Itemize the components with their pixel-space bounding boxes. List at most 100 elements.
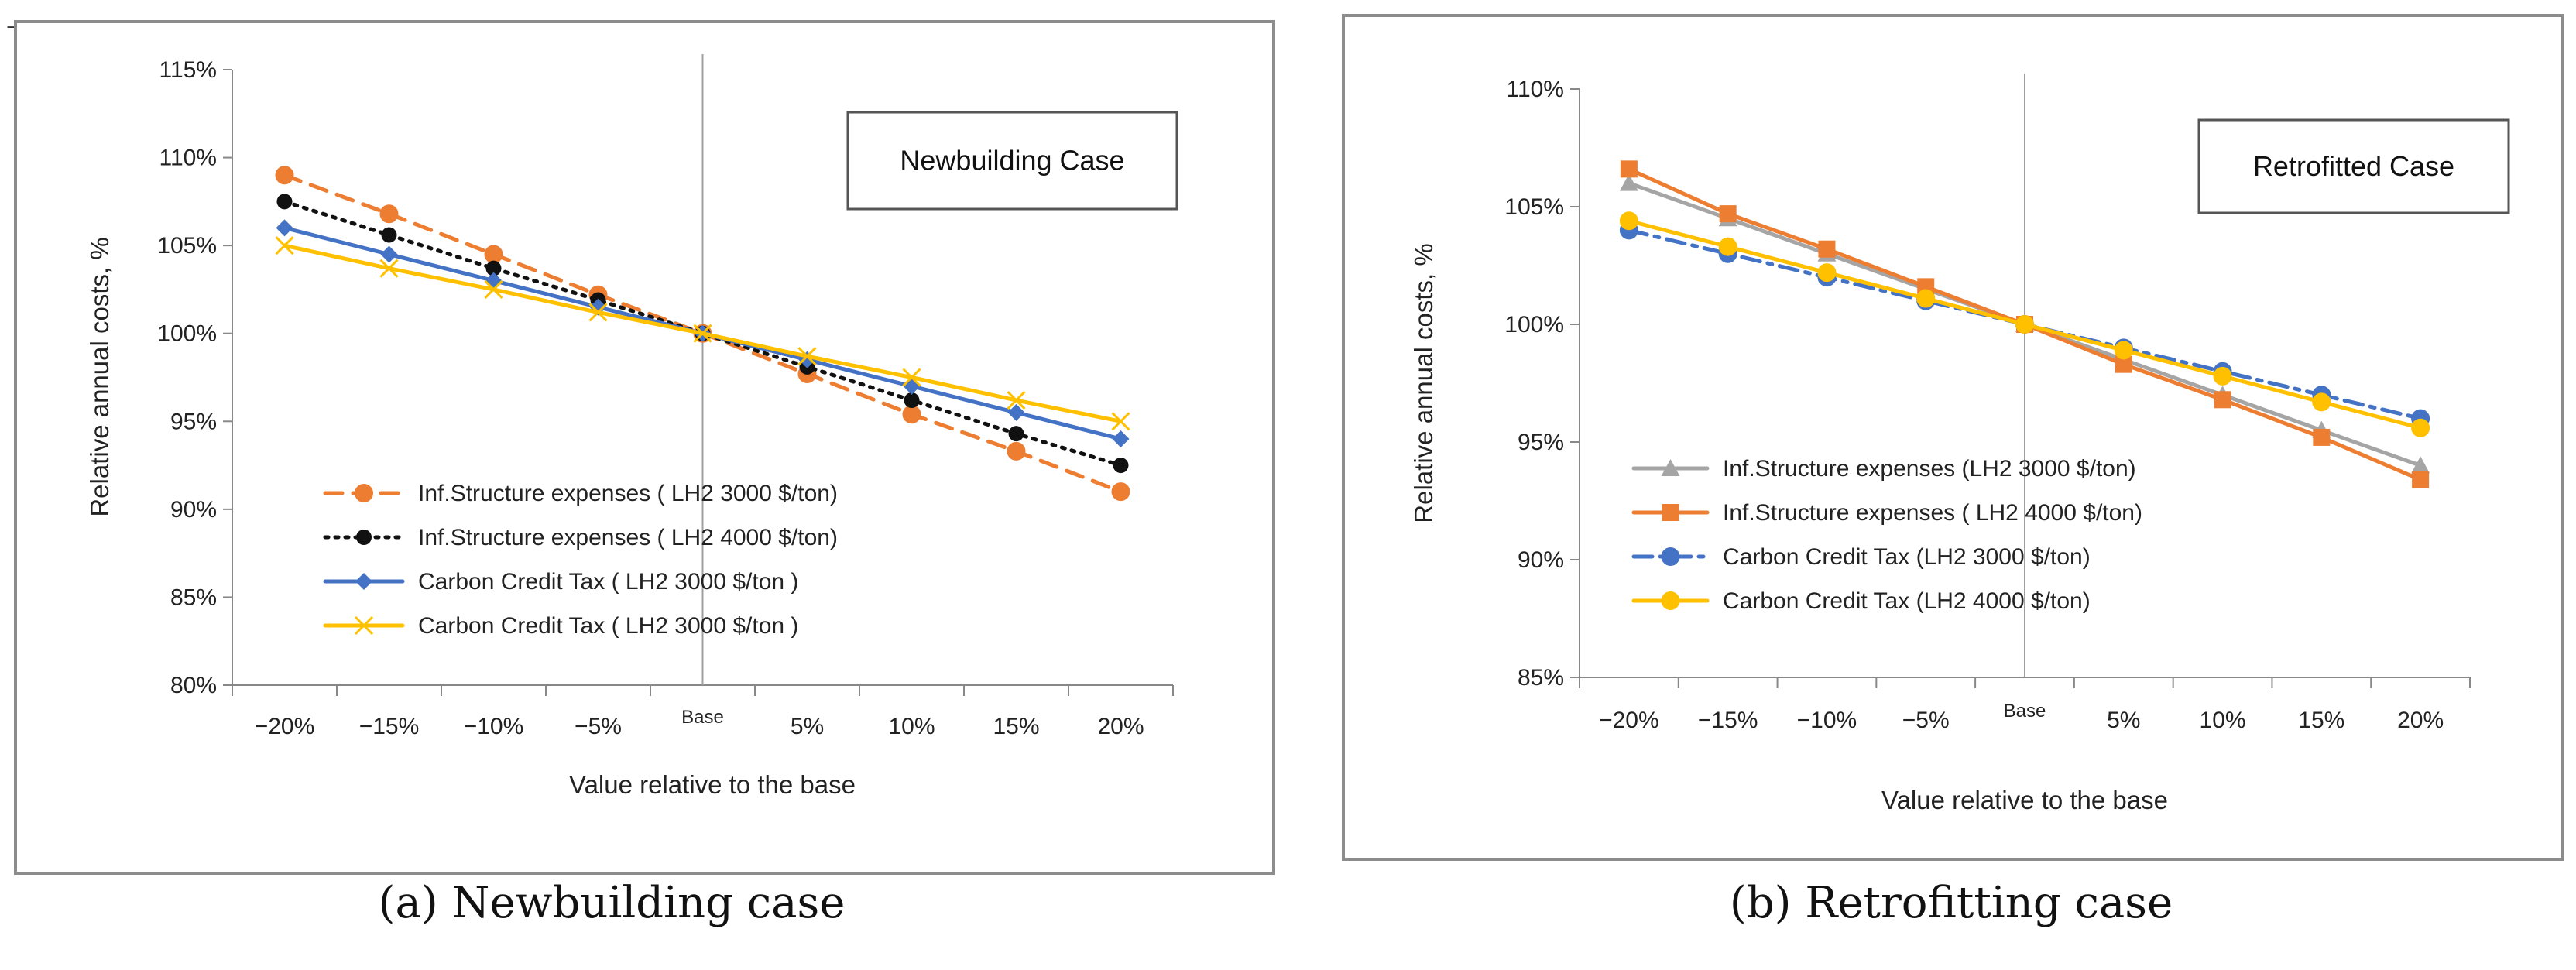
- data-point: [2312, 392, 2331, 412]
- data-point: [379, 204, 399, 224]
- data-point: [1619, 211, 1638, 231]
- data-point: [902, 368, 921, 387]
- data-point: [904, 392, 920, 409]
- y-tick-label: 90%: [1518, 547, 1564, 573]
- data-point: [356, 530, 372, 545]
- data-point: [1112, 430, 1130, 447]
- legend-label: Carbon Credit Tax (LH2 4000 $/ton): [1723, 588, 2091, 614]
- legend-item: Inf.Structure expenses (LH2 3000 $/ton): [1631, 456, 2136, 482]
- y-tick-label: 85%: [170, 584, 217, 610]
- data-point: [1007, 441, 1026, 461]
- data-point: [484, 245, 503, 264]
- y-tick-label: 100%: [1504, 312, 1564, 338]
- y-tick-label: 95%: [1518, 430, 1564, 455]
- data-point: [1718, 237, 1737, 256]
- x-tick-label: Base: [2004, 701, 2046, 722]
- data-point: [797, 347, 817, 366]
- chart-panel-retrofitting: 85% 90% 95% 100% 105% 110% −20% −15% −10% −5% Base…: [1342, 14, 2564, 861]
- data-point: [902, 405, 921, 424]
- y-axis-title: Relative annual costs, %: [1409, 243, 1438, 523]
- x-tick-label: −10%: [1797, 708, 1857, 733]
- legend-item: Inf.Structure expenses ( LH2 3000 $/ton): [323, 481, 838, 506]
- data-point: [1111, 482, 1130, 502]
- y-axis-title: Relative annual costs, %: [85, 237, 114, 516]
- x-tick-label: 15%: [993, 714, 1039, 739]
- data-point: [2115, 355, 2132, 373]
- x-axis-title: Value relative to the base: [1881, 786, 2168, 814]
- panel-caption: (a) Newbuilding case: [379, 878, 846, 928]
- legend-item: Inf.Structure expenses ( LH2 4000 $/ton): [323, 525, 838, 550]
- y-tick-label: 105%: [1504, 194, 1564, 220]
- y-tick-label: 115%: [159, 57, 217, 83]
- data-point: [1661, 459, 1680, 476]
- legend-label: Carbon Credit Tax ( LH2 3000 $/ton ): [418, 569, 798, 595]
- x-tick-label: 10%: [888, 714, 935, 739]
- x-tick-label: −20%: [255, 714, 315, 739]
- x-tick-label: 10%: [2200, 708, 2246, 733]
- x-axis-title: Value relative to the base: [569, 770, 856, 799]
- y-tick-label: 85%: [1518, 665, 1564, 691]
- x-tick-label: 5%: [791, 714, 824, 739]
- data-point: [276, 219, 293, 237]
- legend: Inf.Structure expenses ( LH2 3000 $/ton)…: [323, 481, 838, 639]
- legend-item: Inf.Structure expenses ( LH2 4000 $/ton): [1631, 500, 2142, 526]
- chart-panel-newbuilding: 80% 85% 90% 95% 100% 105% 110% 115% −20% −15% −10%…: [14, 20, 1275, 875]
- data-point: [1661, 547, 1680, 566]
- y-tick-label: 105%: [157, 233, 217, 259]
- x-tick-label: −15%: [1698, 708, 1758, 733]
- data-point: [588, 303, 608, 322]
- data-point: [380, 245, 398, 263]
- panel-caption: (b) Retrofitting case: [1730, 878, 2173, 928]
- data-point: [2015, 315, 2034, 334]
- x-tick-label: Base: [681, 707, 724, 728]
- case-label: Retrofitted Case: [2253, 150, 2454, 182]
- data-point: [2313, 428, 2331, 446]
- data-point: [2412, 471, 2430, 488]
- legend-item: Carbon Credit Tax (LH2 3000 $/ton): [1631, 544, 2091, 570]
- data-point: [275, 236, 294, 255]
- data-point: [1008, 426, 1024, 442]
- y-tick-label: 110%: [159, 146, 217, 171]
- data-point: [381, 227, 397, 243]
- data-point: [1916, 289, 1936, 308]
- data-point: [2213, 366, 2232, 386]
- data-point: [379, 259, 399, 278]
- legend-label: Carbon Credit Tax (LH2 3000 $/ton): [1723, 544, 2091, 570]
- x-tick-label: −5%: [1902, 708, 1950, 733]
- data-point: [1007, 390, 1026, 410]
- legend-label: Inf.Structure expenses ( LH2 3000 $/ton): [418, 481, 838, 506]
- x-tick-label: −10%: [464, 714, 524, 739]
- data-point: [1818, 240, 1836, 258]
- data-point: [2411, 418, 2430, 437]
- data-point: [1620, 160, 1638, 178]
- legend-label: Inf.Structure expenses ( LH2 4000 $/ton): [1723, 500, 2142, 526]
- x-tick-label: 15%: [2298, 708, 2344, 733]
- data-point: [484, 279, 503, 299]
- data-point: [1113, 458, 1129, 474]
- legend-label: Inf.Structure expenses (LH2 3000 $/ton): [1723, 456, 2136, 482]
- x-tick-label: −5%: [575, 714, 622, 739]
- data-point: [2114, 341, 2133, 360]
- data-point: [355, 573, 372, 590]
- legend: Inf.Structure expenses (LH2 3000 $/ton) I…: [1631, 456, 2142, 614]
- y-tick-label: 95%: [170, 409, 217, 434]
- series-4: [1619, 211, 2430, 437]
- data-point: [1007, 403, 1025, 421]
- legend-item: Carbon Credit Tax ( LH2 3000 $/ton ): [323, 613, 798, 639]
- data-point: [1662, 504, 1679, 521]
- legend-label: Carbon Credit Tax ( LH2 3000 $/ton ): [418, 613, 798, 639]
- data-point: [1619, 173, 1638, 191]
- y-tick-label: 110%: [1506, 77, 1564, 102]
- data-point: [354, 615, 374, 636]
- case-label-box: [846, 111, 1178, 211]
- series-4: [275, 236, 1130, 431]
- x-tick-label: 5%: [2107, 708, 2140, 733]
- case-label-box: [2197, 118, 2510, 214]
- data-point: [693, 324, 712, 343]
- x-tick-label: −15%: [359, 714, 420, 739]
- x-tick-label: 20%: [1097, 714, 1144, 739]
- legend-item: Carbon Credit Tax ( LH2 3000 $/ton ): [323, 569, 798, 595]
- x-tick-label: 20%: [2397, 708, 2444, 733]
- case-label: Newbuilding Case: [900, 145, 1124, 177]
